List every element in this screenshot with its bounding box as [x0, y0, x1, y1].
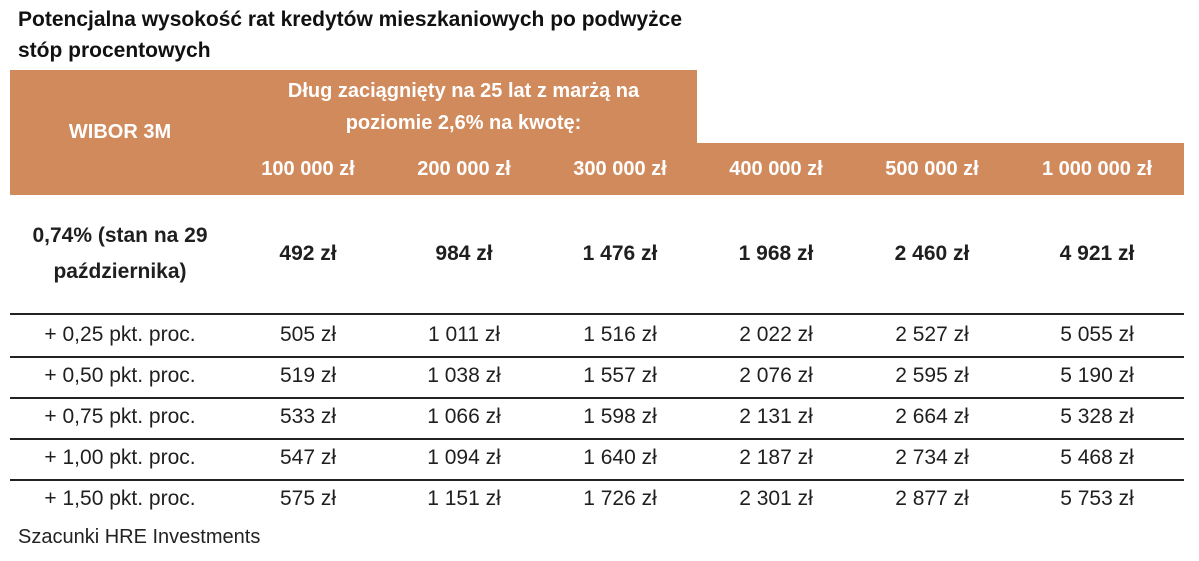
- row-divider: [10, 313, 1184, 315]
- row-label: + 0,25 pkt. proc.: [44, 323, 196, 346]
- table-cell: 5 753 zł: [1060, 487, 1134, 510]
- table-row: + 1,50 pkt. proc. 575 zł 1 151 zł 1 726 zł 2…: [10, 479, 1184, 519]
- table-cell: 1 726 zł: [583, 487, 657, 510]
- column-header: 500 000 zł: [885, 157, 979, 180]
- row-label: + 0,50 pkt. proc.: [44, 364, 196, 387]
- table-cell: 2 022 zł: [739, 323, 813, 346]
- table-row: + 0,25 pkt. proc. 505 zł 1 011 zł 1 516 zł 2…: [10, 315, 1184, 355]
- table-cell: 5 055 zł: [1060, 323, 1134, 346]
- table-cell: 1 640 zł: [583, 446, 657, 469]
- table-cell: 2 131 zł: [739, 405, 813, 428]
- row-label: + 1,50 pkt. proc.: [44, 487, 196, 510]
- table-cell: 1 516 zł: [583, 323, 657, 346]
- row-divider: [10, 438, 1184, 440]
- table-cell: 1 011 zł: [428, 323, 500, 346]
- table-cell: 2 301 zł: [739, 487, 813, 510]
- table-cell: 575 zł: [279, 487, 337, 510]
- table-cell: 2 527 zł: [895, 323, 969, 346]
- column-group-label: Dług zaciągnięty na 25 lat z marżą na po…: [287, 79, 640, 134]
- row-divider: [10, 397, 1184, 399]
- row-divider: [10, 356, 1184, 358]
- header-background-right: [697, 143, 1184, 195]
- table-cell: 533 zł: [279, 405, 337, 428]
- row-label: + 0,75 pkt. proc.: [44, 405, 196, 428]
- table-cell: 1 151 zł: [427, 487, 501, 510]
- table-cell: 1 094 zł: [427, 446, 501, 469]
- table-cell: 4 921 zł: [1059, 242, 1135, 265]
- table-cell: 2 734 zł: [895, 446, 969, 469]
- column-header: 400 000 zł: [729, 157, 823, 180]
- table-cell: 2 664 zł: [895, 405, 969, 428]
- row-label: 0,74% (stan na 29 października): [32, 224, 208, 283]
- table-cell: 505 zł: [279, 323, 337, 346]
- row-divider: [10, 479, 1184, 481]
- table-cell: 5 190 zł: [1060, 364, 1134, 387]
- column-header: 300 000 zł: [573, 157, 667, 180]
- row-header-label: WIBOR 3M: [68, 121, 172, 143]
- table-row: + 0,75 pkt. proc. 533 zł 1 066 zł 1 598 zł 2…: [10, 397, 1184, 437]
- table-cell: 5 468 zł: [1060, 446, 1134, 469]
- table-cell: 2 877 zł: [895, 487, 969, 510]
- row-label: + 1,00 pkt. proc.: [44, 446, 196, 469]
- table-row-current: 0,74% (stan na 29 października) 492 zł 984…: [10, 196, 1184, 312]
- table-cell: 1 557 zł: [583, 364, 657, 387]
- table-row: + 0,50 pkt. proc. 519 zł 1 038 zł 1 557 zł 2…: [10, 356, 1184, 396]
- table-row: + 1,00 pkt. proc. 547 zł 1 094 zł 1 640 zł 2…: [10, 438, 1184, 478]
- table-cell: 519 zł: [279, 364, 337, 387]
- table-cell: 5 328 zł: [1060, 405, 1134, 428]
- table-cell: 1 598 zł: [583, 405, 657, 428]
- table-cell: 1 066 zł: [427, 405, 501, 428]
- table-cell: 2 595 zł: [895, 364, 969, 387]
- column-header: 1 000 000 zł: [1041, 157, 1153, 180]
- table-cell: 492 zł: [279, 242, 337, 265]
- header-background: [10, 70, 697, 195]
- table-cell: 2 076 zł: [739, 364, 813, 387]
- table-cell: 1 038 zł: [427, 364, 501, 387]
- table-cell: 2 460 zł: [894, 242, 970, 265]
- table-cell: 2 187 zł: [739, 446, 813, 469]
- column-header: 200 000 zł: [417, 157, 511, 180]
- column-header: 100 000 zł: [261, 157, 355, 180]
- table-cell: 984 zł: [435, 242, 493, 265]
- source-note: Szacunki HRE Investments: [18, 526, 261, 548]
- table-cell: 1 968 zł: [738, 242, 814, 265]
- table-cell: 1 476 zł: [582, 242, 658, 265]
- table-title: Potencjalna wysokość rat kredytów mieszk…: [18, 8, 683, 62]
- table-cell: 547 zł: [279, 446, 337, 469]
